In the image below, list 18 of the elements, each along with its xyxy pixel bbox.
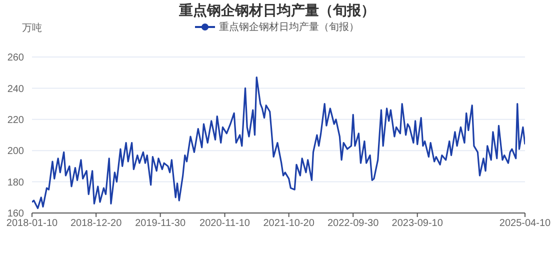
y-tick-label: 260 — [7, 52, 24, 64]
y-tick-label: 220 — [7, 114, 24, 126]
x-tick-label: 2025-04-10 — [499, 218, 552, 230]
line-series — [32, 76, 525, 210]
legend-label: 重点钢企钢材日均产量（旬报） — [219, 20, 359, 34]
y-tick-label: 160 — [7, 208, 24, 220]
x-tick-label: 2019-11-30 — [135, 218, 186, 230]
x-tick-label: 2021-10-20 — [263, 218, 315, 230]
x-tick-label: 2018-01-10 — [6, 218, 58, 230]
y-axis-title: 万吨 — [22, 22, 42, 35]
x-tick-label: 2020-11-10 — [200, 218, 250, 230]
x-tick-label: 2022-09-30 — [328, 218, 380, 230]
x-tick-label: 2018-12-20 — [70, 218, 122, 230]
x-tick-label: 2023-09-10 — [392, 218, 444, 230]
y-tick-label: 200 — [7, 146, 24, 158]
y-tick-label: 240 — [7, 84, 24, 95]
chart-title: 重点钢企钢材日均产量（旬报） — [178, 2, 376, 20]
y-tick-label: 180 — [7, 177, 24, 188]
